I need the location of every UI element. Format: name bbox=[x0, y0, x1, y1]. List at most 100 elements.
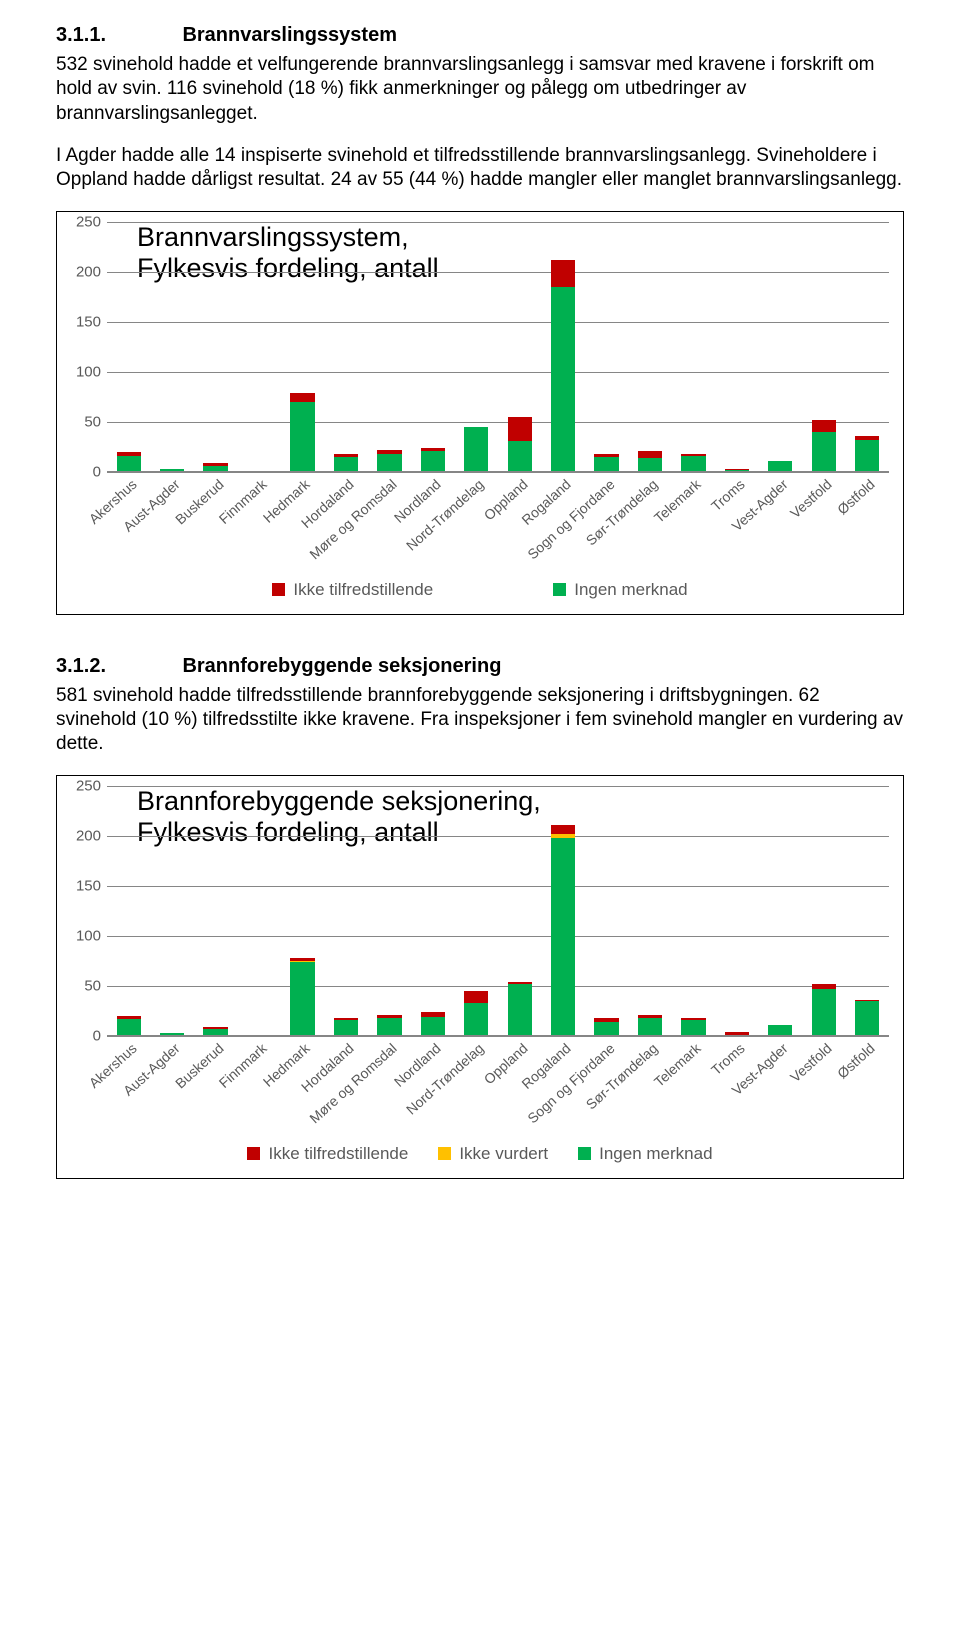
chart1-area: Brannvarslingssystem,Fylkesvis fordeling… bbox=[71, 222, 889, 572]
legend-item: Ingen merknad bbox=[578, 1144, 712, 1164]
bar-slot bbox=[498, 786, 541, 1036]
bar-segment bbox=[551, 825, 575, 834]
bar-slot bbox=[715, 786, 758, 1036]
stacked-bar bbox=[464, 427, 488, 472]
bar-slot bbox=[585, 786, 628, 1036]
y-tick-label: 0 bbox=[71, 463, 101, 480]
bar-segment bbox=[551, 260, 575, 287]
y-tick-label: 250 bbox=[71, 777, 101, 794]
legend-label: Ingen merknad bbox=[574, 580, 687, 600]
bars-row bbox=[107, 786, 889, 1036]
bar-slot bbox=[455, 222, 498, 472]
stacked-bar bbox=[594, 1018, 618, 1036]
bar-segment bbox=[377, 1018, 401, 1036]
bar-segment bbox=[638, 1018, 662, 1036]
bar-slot bbox=[150, 786, 193, 1036]
chart2-area: Brannforebyggende seksjonering,Fylkesvis… bbox=[71, 786, 889, 1136]
bar-slot bbox=[194, 222, 237, 472]
bar-segment bbox=[421, 1017, 445, 1036]
bar-segment bbox=[334, 1020, 358, 1036]
chart1-legend: Ikke tilfredstillende Ingen merknad bbox=[71, 580, 889, 600]
bar-slot bbox=[628, 222, 671, 472]
stacked-bar bbox=[681, 454, 705, 472]
stacked-bar bbox=[334, 454, 358, 472]
bar-slot bbox=[759, 786, 802, 1036]
legend-item: Ikke tilfredstillende bbox=[272, 580, 433, 600]
stacked-bar bbox=[334, 1018, 358, 1036]
chart2-xlabels: AkershusAust-AgderBuskerudFinnmarkHedmar… bbox=[107, 1036, 889, 1136]
stacked-bar bbox=[421, 1012, 445, 1036]
bar-segment bbox=[812, 432, 836, 472]
bar-slot bbox=[368, 222, 411, 472]
heading-number: 3.1.1. bbox=[56, 24, 178, 47]
bar-slot bbox=[237, 786, 280, 1036]
section-heading-1: 3.1.1. Brannvarslingssystem bbox=[56, 24, 904, 47]
y-tick-label: 200 bbox=[71, 263, 101, 280]
stacked-bar bbox=[508, 982, 532, 1036]
bar-segment bbox=[594, 1022, 618, 1036]
chart1-container: Brannvarslingssystem,Fylkesvis fordeling… bbox=[56, 211, 904, 615]
legend-item: Ikke vurdert bbox=[438, 1144, 548, 1164]
stacked-bar bbox=[290, 393, 314, 472]
heading-title: Brannvarslingssystem bbox=[182, 24, 397, 46]
bar-slot bbox=[498, 222, 541, 472]
stacked-bar bbox=[812, 420, 836, 472]
bar-slot bbox=[541, 786, 584, 1036]
bar-segment bbox=[812, 420, 836, 432]
bar-segment bbox=[638, 451, 662, 458]
section1-para1: 532 svinehold hadde et velfungerende bra… bbox=[56, 53, 904, 126]
stacked-bar bbox=[508, 417, 532, 472]
y-tick-label: 250 bbox=[71, 213, 101, 230]
bar-slot bbox=[150, 222, 193, 472]
bar-slot bbox=[845, 786, 888, 1036]
bar-segment bbox=[551, 838, 575, 1036]
section-heading-2: 3.1.2. Brannforebyggende seksjonering bbox=[56, 655, 904, 678]
bar-segment bbox=[290, 402, 314, 472]
bar-segment bbox=[812, 989, 836, 1036]
stacked-bar bbox=[551, 825, 575, 1036]
chart2-legend: Ikke tilfredstillende Ikke vurdert Ingen m… bbox=[71, 1144, 889, 1164]
legend-swatch bbox=[438, 1147, 451, 1160]
stacked-bar bbox=[117, 452, 141, 472]
bar-segment bbox=[421, 451, 445, 472]
bar-segment bbox=[117, 1019, 141, 1036]
bar-slot bbox=[237, 222, 280, 472]
bar-segment bbox=[464, 427, 488, 472]
stacked-bar bbox=[681, 1018, 705, 1036]
bar-slot bbox=[281, 222, 324, 472]
bar-slot bbox=[107, 222, 150, 472]
bar-slot bbox=[672, 222, 715, 472]
legend-label: Ikke vurdert bbox=[459, 1144, 548, 1164]
y-tick-label: 0 bbox=[71, 1027, 101, 1044]
legend-label: Ikke tilfredstillende bbox=[268, 1144, 408, 1164]
bar-slot bbox=[194, 786, 237, 1036]
stacked-bar bbox=[377, 450, 401, 472]
bar-segment bbox=[290, 962, 314, 1036]
stacked-bar bbox=[551, 260, 575, 472]
bar-segment bbox=[681, 456, 705, 472]
chart2-plot: 050100150200250 bbox=[107, 786, 889, 1036]
chart1-plot: 050100150200250 bbox=[107, 222, 889, 472]
bar-slot bbox=[324, 786, 367, 1036]
bar-segment bbox=[508, 417, 532, 441]
stacked-bar bbox=[594, 454, 618, 472]
bar-segment bbox=[508, 984, 532, 1036]
stacked-bar bbox=[290, 958, 314, 1036]
bar-slot bbox=[411, 222, 454, 472]
y-tick-label: 150 bbox=[71, 313, 101, 330]
stacked-bar bbox=[638, 1015, 662, 1036]
stacked-bar bbox=[855, 436, 879, 472]
bar-slot bbox=[802, 786, 845, 1036]
legend-label: Ingen merknad bbox=[599, 1144, 712, 1164]
stacked-bar bbox=[812, 984, 836, 1036]
y-tick-label: 100 bbox=[71, 363, 101, 380]
y-tick-label: 50 bbox=[71, 413, 101, 430]
bar-slot bbox=[715, 222, 758, 472]
heading-number: 3.1.2. bbox=[56, 655, 178, 678]
bar-segment bbox=[464, 1003, 488, 1036]
y-tick-label: 200 bbox=[71, 827, 101, 844]
bar-segment bbox=[377, 454, 401, 472]
bar-slot bbox=[455, 786, 498, 1036]
bar-slot bbox=[759, 222, 802, 472]
legend-swatch bbox=[247, 1147, 260, 1160]
